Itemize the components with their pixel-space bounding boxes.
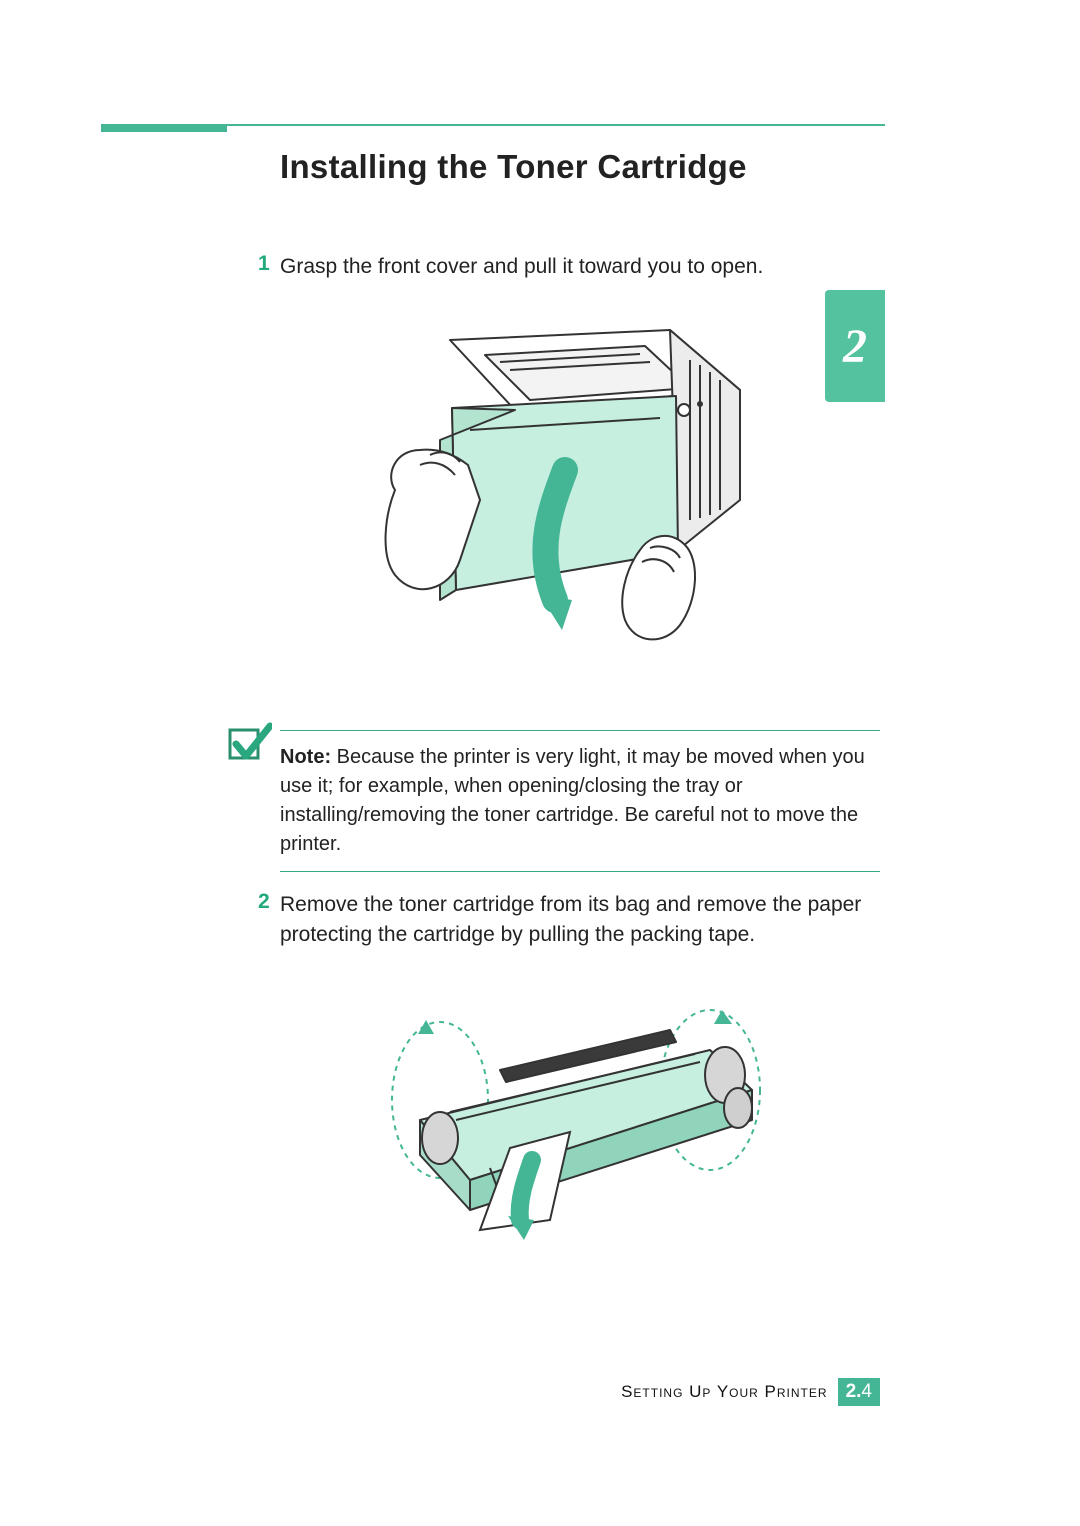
footer-page-badge: 2.4 (838, 1378, 880, 1406)
note-body: Because the printer is very light, it ma… (280, 746, 865, 855)
step-number: 1 (258, 252, 270, 276)
note-rule-top (280, 730, 880, 731)
step-2: 2 Remove the toner cartridge from its ba… (280, 890, 880, 951)
checkmark-icon (224, 720, 272, 768)
step-text: Remove the toner cartridge from its bag … (280, 890, 880, 951)
header-rule-thick (101, 124, 227, 132)
step-number: 2 (258, 890, 270, 914)
footer-chapter: 2. (846, 1381, 862, 1402)
figure-open-cover (340, 300, 760, 660)
footer-section: Setting Up Your Printer (621, 1382, 828, 1402)
note-rule-bottom (280, 871, 880, 872)
chapter-tab: 2 (825, 290, 885, 402)
footer-page: 4 (861, 1381, 872, 1402)
page-title: Installing the Toner Cartridge (280, 148, 747, 186)
note-text: Note: Because the printer is very light,… (280, 743, 880, 859)
note-box: Note: Because the printer is very light,… (280, 730, 880, 872)
page-footer: Setting Up Your Printer 2.4 (621, 1378, 880, 1406)
figure-toner-cartridge (360, 980, 780, 1240)
step-text: Grasp the front cover and pull it toward… (280, 252, 880, 282)
page: Installing the Toner Cartridge 2 1 Grasp… (0, 0, 1080, 1526)
note-label: Note: (280, 746, 331, 768)
step-1: 1 Grasp the front cover and pull it towa… (280, 252, 880, 282)
